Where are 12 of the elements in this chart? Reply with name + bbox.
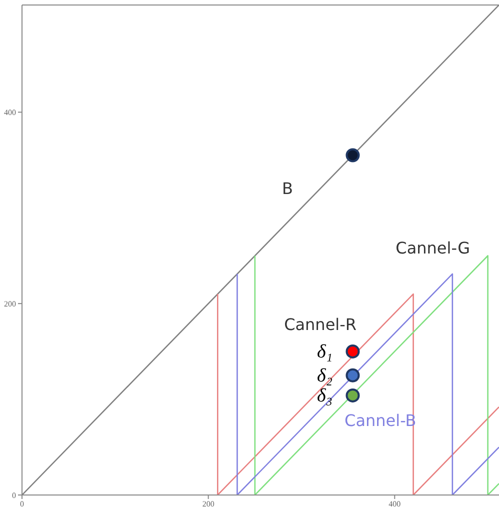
- series-label: δ₂: [317, 365, 333, 386]
- x-tick-label: 400: [388, 500, 401, 509]
- y-tick-label: 400: [4, 108, 16, 118]
- series-label: δ₁: [317, 341, 332, 362]
- series-label: δ₃: [317, 385, 332, 406]
- series-label: Cannel-G: [396, 238, 470, 258]
- series-label: Cannel-R: [284, 315, 357, 334]
- x-tick-label: 0: [20, 500, 24, 509]
- x-tick-label: 200: [202, 500, 214, 509]
- series-label: B: [282, 179, 293, 198]
- y-tick-label: 0: [12, 490, 16, 500]
- y-tick-label: 200: [4, 299, 16, 308]
